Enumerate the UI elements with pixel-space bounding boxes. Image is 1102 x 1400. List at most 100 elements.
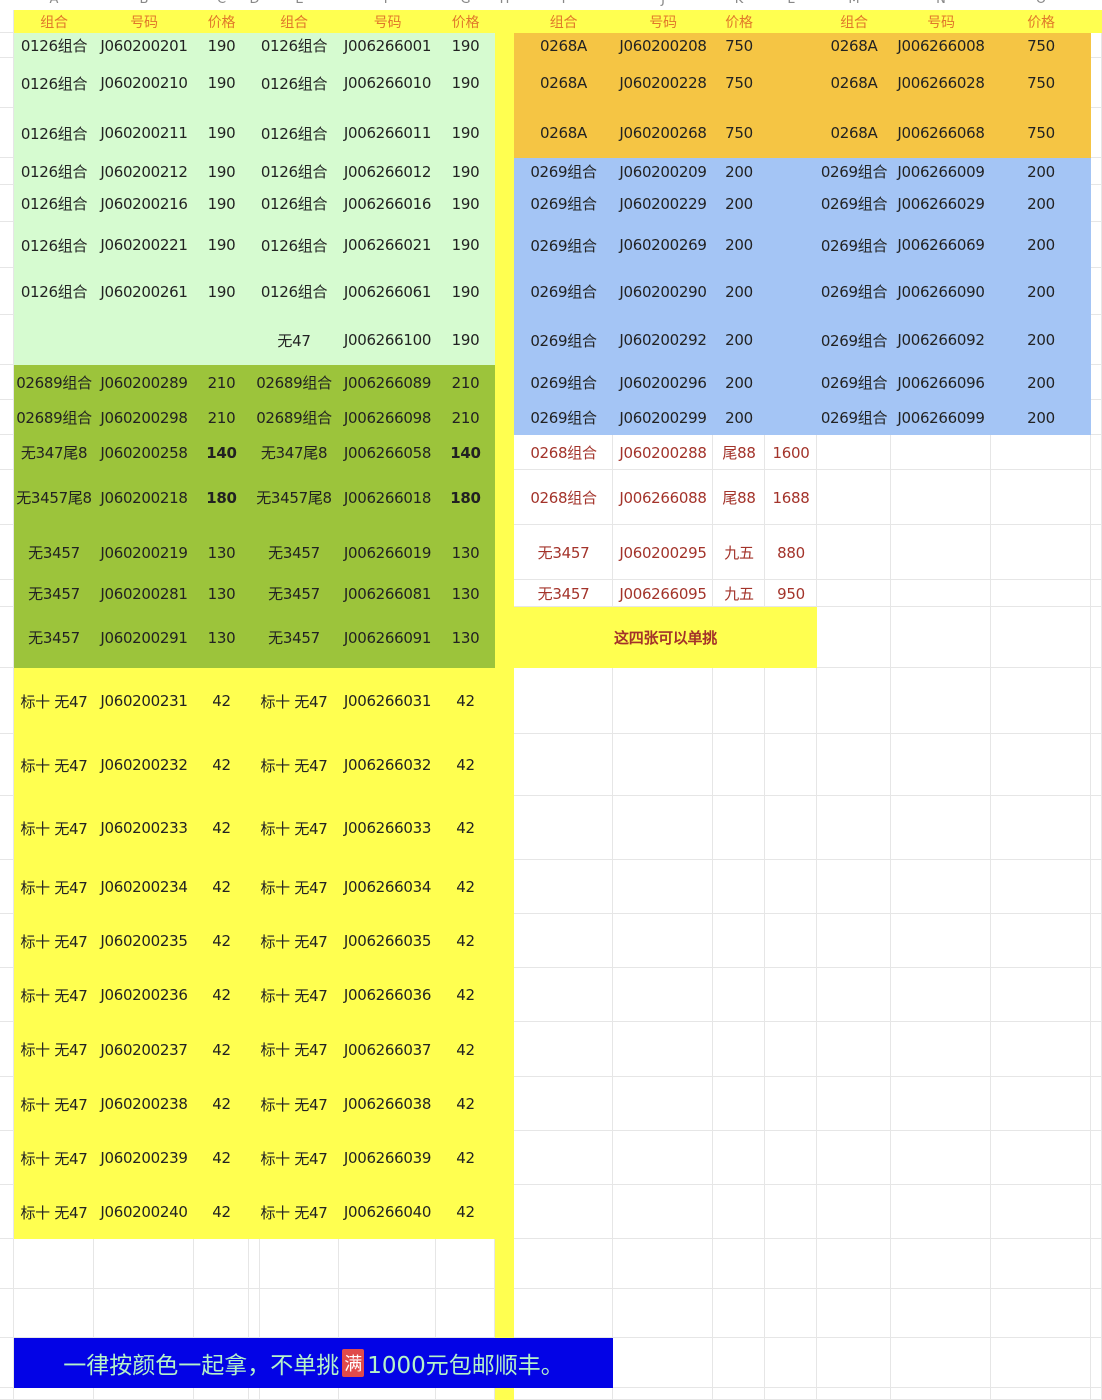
grid-cell[interactable] (260, 1388, 339, 1400)
grid-cell[interactable] (891, 734, 991, 796)
grid-cell[interactable] (0, 33, 14, 58)
grid-cell[interactable] (0, 607, 14, 668)
grid-cell[interactable] (1091, 1289, 1102, 1338)
grid-cell[interactable] (94, 1289, 194, 1338)
grid-cell[interactable] (891, 668, 991, 734)
grid-cell[interactable] (514, 1239, 613, 1289)
grid-cell[interactable] (339, 1388, 436, 1400)
grid-cell[interactable] (891, 1077, 991, 1131)
grid-cell[interactable] (765, 968, 817, 1022)
grid-cell[interactable] (0, 10, 14, 33)
grid-cell[interactable] (817, 470, 891, 525)
grid-cell[interactable] (765, 796, 817, 860)
grid-cell[interactable] (765, 914, 817, 968)
grid-cell[interactable] (514, 1022, 613, 1077)
grid-cell[interactable] (817, 968, 891, 1022)
grid-cell[interactable] (765, 1338, 817, 1388)
grid-cell[interactable] (817, 1338, 891, 1388)
grid-cell[interactable] (713, 734, 765, 796)
grid-cell[interactable] (765, 1185, 817, 1239)
grid-cell[interactable] (1091, 1185, 1102, 1239)
grid-cell[interactable] (514, 734, 613, 796)
column-letter[interactable]: N (921, 0, 961, 7)
grid-cell[interactable] (765, 1388, 817, 1400)
grid-cell[interactable] (991, 668, 1091, 734)
grid-cell[interactable] (613, 1077, 713, 1131)
grid-cell[interactable] (713, 1077, 765, 1131)
grid-cell[interactable] (0, 968, 14, 1022)
grid-cell[interactable] (891, 1289, 991, 1338)
grid-cell[interactable] (436, 1388, 495, 1400)
column-letter[interactable]: F (368, 0, 408, 7)
grid-cell[interactable] (713, 470, 765, 525)
column-letter[interactable]: K (719, 0, 759, 7)
grid-cell[interactable] (436, 1239, 495, 1289)
grid-cell[interactable] (1091, 668, 1102, 734)
grid-cell[interactable] (991, 1289, 1091, 1338)
grid-cell[interactable] (194, 1289, 249, 1338)
grid-cell[interactable] (713, 435, 765, 470)
grid-cell[interactable] (249, 1239, 260, 1289)
grid-cell[interactable] (817, 607, 891, 668)
grid-cell[interactable] (891, 968, 991, 1022)
grid-cell[interactable] (1091, 914, 1102, 968)
grid-cell[interactable] (817, 734, 891, 796)
grid-cell[interactable] (514, 1185, 613, 1239)
grid-cell[interactable] (0, 668, 14, 734)
grid-cell[interactable] (1091, 1338, 1102, 1388)
grid-cell[interactable] (991, 525, 1091, 580)
grid-cell[interactable] (713, 1185, 765, 1239)
grid-cell[interactable] (1091, 58, 1102, 108)
grid-cell[interactable] (991, 1077, 1091, 1131)
grid-cell[interactable] (1091, 33, 1102, 58)
grid-cell[interactable] (514, 525, 613, 580)
grid-cell[interactable] (765, 525, 817, 580)
grid-cell[interactable] (0, 315, 14, 365)
grid-cell[interactable] (713, 1388, 765, 1400)
grid-cell[interactable] (0, 734, 14, 796)
grid-cell[interactable] (1091, 185, 1102, 222)
grid-cell[interactable] (613, 668, 713, 734)
grid-cell[interactable] (713, 580, 765, 607)
grid-cell[interactable] (891, 1239, 991, 1289)
grid-cell[interactable] (1091, 796, 1102, 860)
grid-cell[interactable] (0, 400, 14, 435)
grid-cell[interactable] (0, 185, 14, 222)
grid-cell[interactable] (713, 1338, 765, 1388)
grid-cell[interactable] (0, 525, 14, 580)
column-letter[interactable]: A (34, 0, 74, 7)
grid-cell[interactable] (1091, 315, 1102, 365)
grid-cell[interactable] (991, 470, 1091, 525)
grid-cell[interactable] (1091, 1131, 1102, 1185)
grid-cell[interactable] (817, 1131, 891, 1185)
grid-cell[interactable] (817, 796, 891, 860)
grid-cell[interactable] (991, 1185, 1091, 1239)
grid-cell[interactable] (891, 860, 991, 914)
grid-cell[interactable] (991, 1239, 1091, 1289)
grid-cell[interactable] (817, 580, 891, 607)
grid-cell[interactable] (249, 1289, 260, 1338)
grid-cell[interactable] (0, 222, 14, 268)
grid-cell[interactable] (0, 108, 14, 158)
grid-cell[interactable] (514, 435, 613, 470)
grid-cell[interactable] (514, 1131, 613, 1185)
grid-cell[interactable] (765, 1289, 817, 1338)
grid-cell[interactable] (713, 1022, 765, 1077)
grid-cell[interactable] (713, 668, 765, 734)
grid-cell[interactable] (817, 1022, 891, 1077)
grid-cell[interactable] (817, 1077, 891, 1131)
column-letter[interactable]: H (485, 0, 525, 7)
grid-cell[interactable] (0, 1185, 14, 1239)
grid-cell[interactable] (713, 525, 765, 580)
grid-cell[interactable] (765, 1239, 817, 1289)
grid-cell[interactable] (0, 470, 14, 525)
grid-cell[interactable] (613, 734, 713, 796)
grid-cell[interactable] (514, 668, 613, 734)
grid-cell[interactable] (613, 1185, 713, 1239)
grid-cell[interactable] (765, 668, 817, 734)
grid-cell[interactable] (765, 1131, 817, 1185)
grid-cell[interactable] (713, 968, 765, 1022)
grid-cell[interactable] (991, 734, 1091, 796)
grid-cell[interactable] (0, 1338, 14, 1388)
grid-cell[interactable] (817, 1239, 891, 1289)
